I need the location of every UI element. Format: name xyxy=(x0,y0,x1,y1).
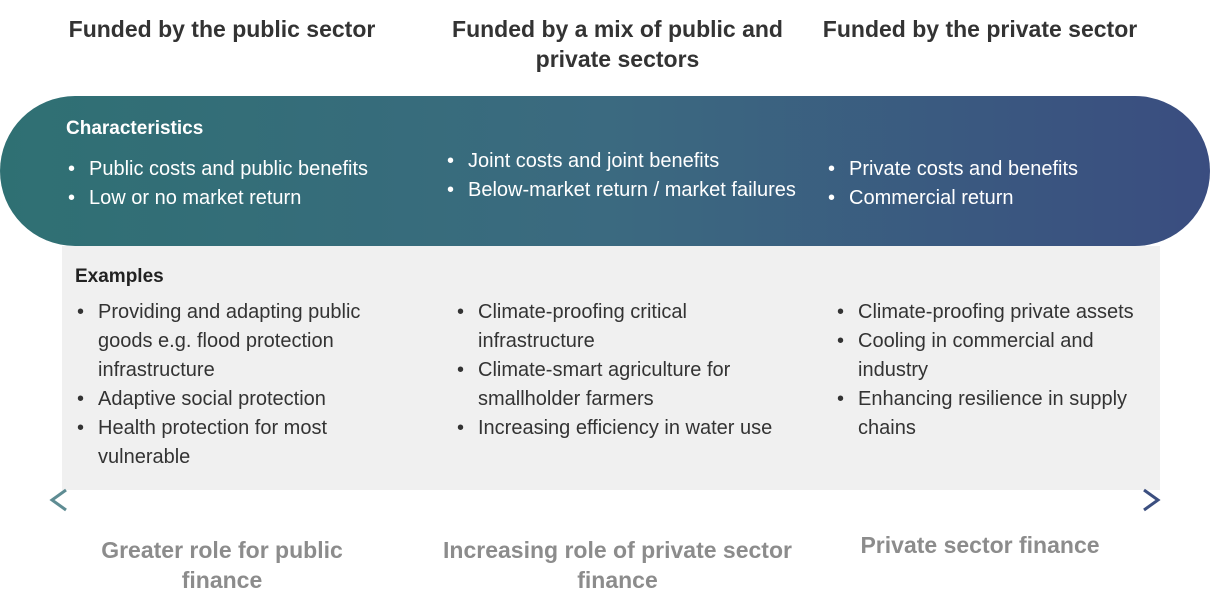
example-item: Climate-smart agriculture for smallholde… xyxy=(455,356,795,414)
column-heading: Funded by a mix of public and private se… xyxy=(452,16,783,72)
characteristics-list: Private costs and benefitsCommercial ret… xyxy=(826,155,1156,213)
example-item: Climate-proofing private assets xyxy=(835,298,1145,327)
examples-list: Providing and adapting public goods e.g.… xyxy=(75,298,370,472)
characteristics-list: Public costs and public benefitsLow or n… xyxy=(66,155,441,213)
characteristic-item: Below-market return / market failures xyxy=(445,176,800,205)
column-heading: Funded by the private sector xyxy=(822,16,1138,42)
example-item: Increasing efficiency in water use xyxy=(455,414,795,443)
arrow xyxy=(49,488,1161,512)
characteristic-item: Joint costs and joint benefits xyxy=(445,147,800,176)
characteristic-item: Low or no market return xyxy=(66,184,441,213)
finance-role: Private sector finance xyxy=(860,532,1100,558)
examples-label: Examples xyxy=(75,266,164,287)
characteristic-item: Commercial return xyxy=(826,184,1156,213)
example-item: Providing and adapting public goods e.g.… xyxy=(75,298,370,385)
arrow-head-left xyxy=(49,488,67,512)
characteristic-item: Public costs and public benefits xyxy=(66,155,441,184)
example-item: Climate-proofing critical infrastructure xyxy=(455,298,795,356)
column-heading: Funded by the public sector xyxy=(68,16,376,42)
characteristic-item: Private costs and benefits xyxy=(826,155,1156,184)
examples-list: Climate-proofing critical infrastructure… xyxy=(455,298,795,443)
examples-list: Climate-proofing private assetsCooling i… xyxy=(835,298,1145,443)
characteristics-list: Joint costs and joint benefitsBelow-mark… xyxy=(445,147,800,205)
finance-role: Greater role for public finance xyxy=(101,537,343,593)
finance-role: Increasing role of private sector financ… xyxy=(443,537,792,593)
arrow-head-right xyxy=(1143,488,1161,512)
example-item: Enhancing resilience in supply chains xyxy=(835,385,1145,443)
example-item: Health protection for most vulnerable xyxy=(75,414,370,472)
example-item: Cooling in commercial and industry xyxy=(835,327,1145,385)
example-item: Adaptive social protection xyxy=(75,385,370,414)
characteristics-label: Characteristics xyxy=(66,118,204,139)
